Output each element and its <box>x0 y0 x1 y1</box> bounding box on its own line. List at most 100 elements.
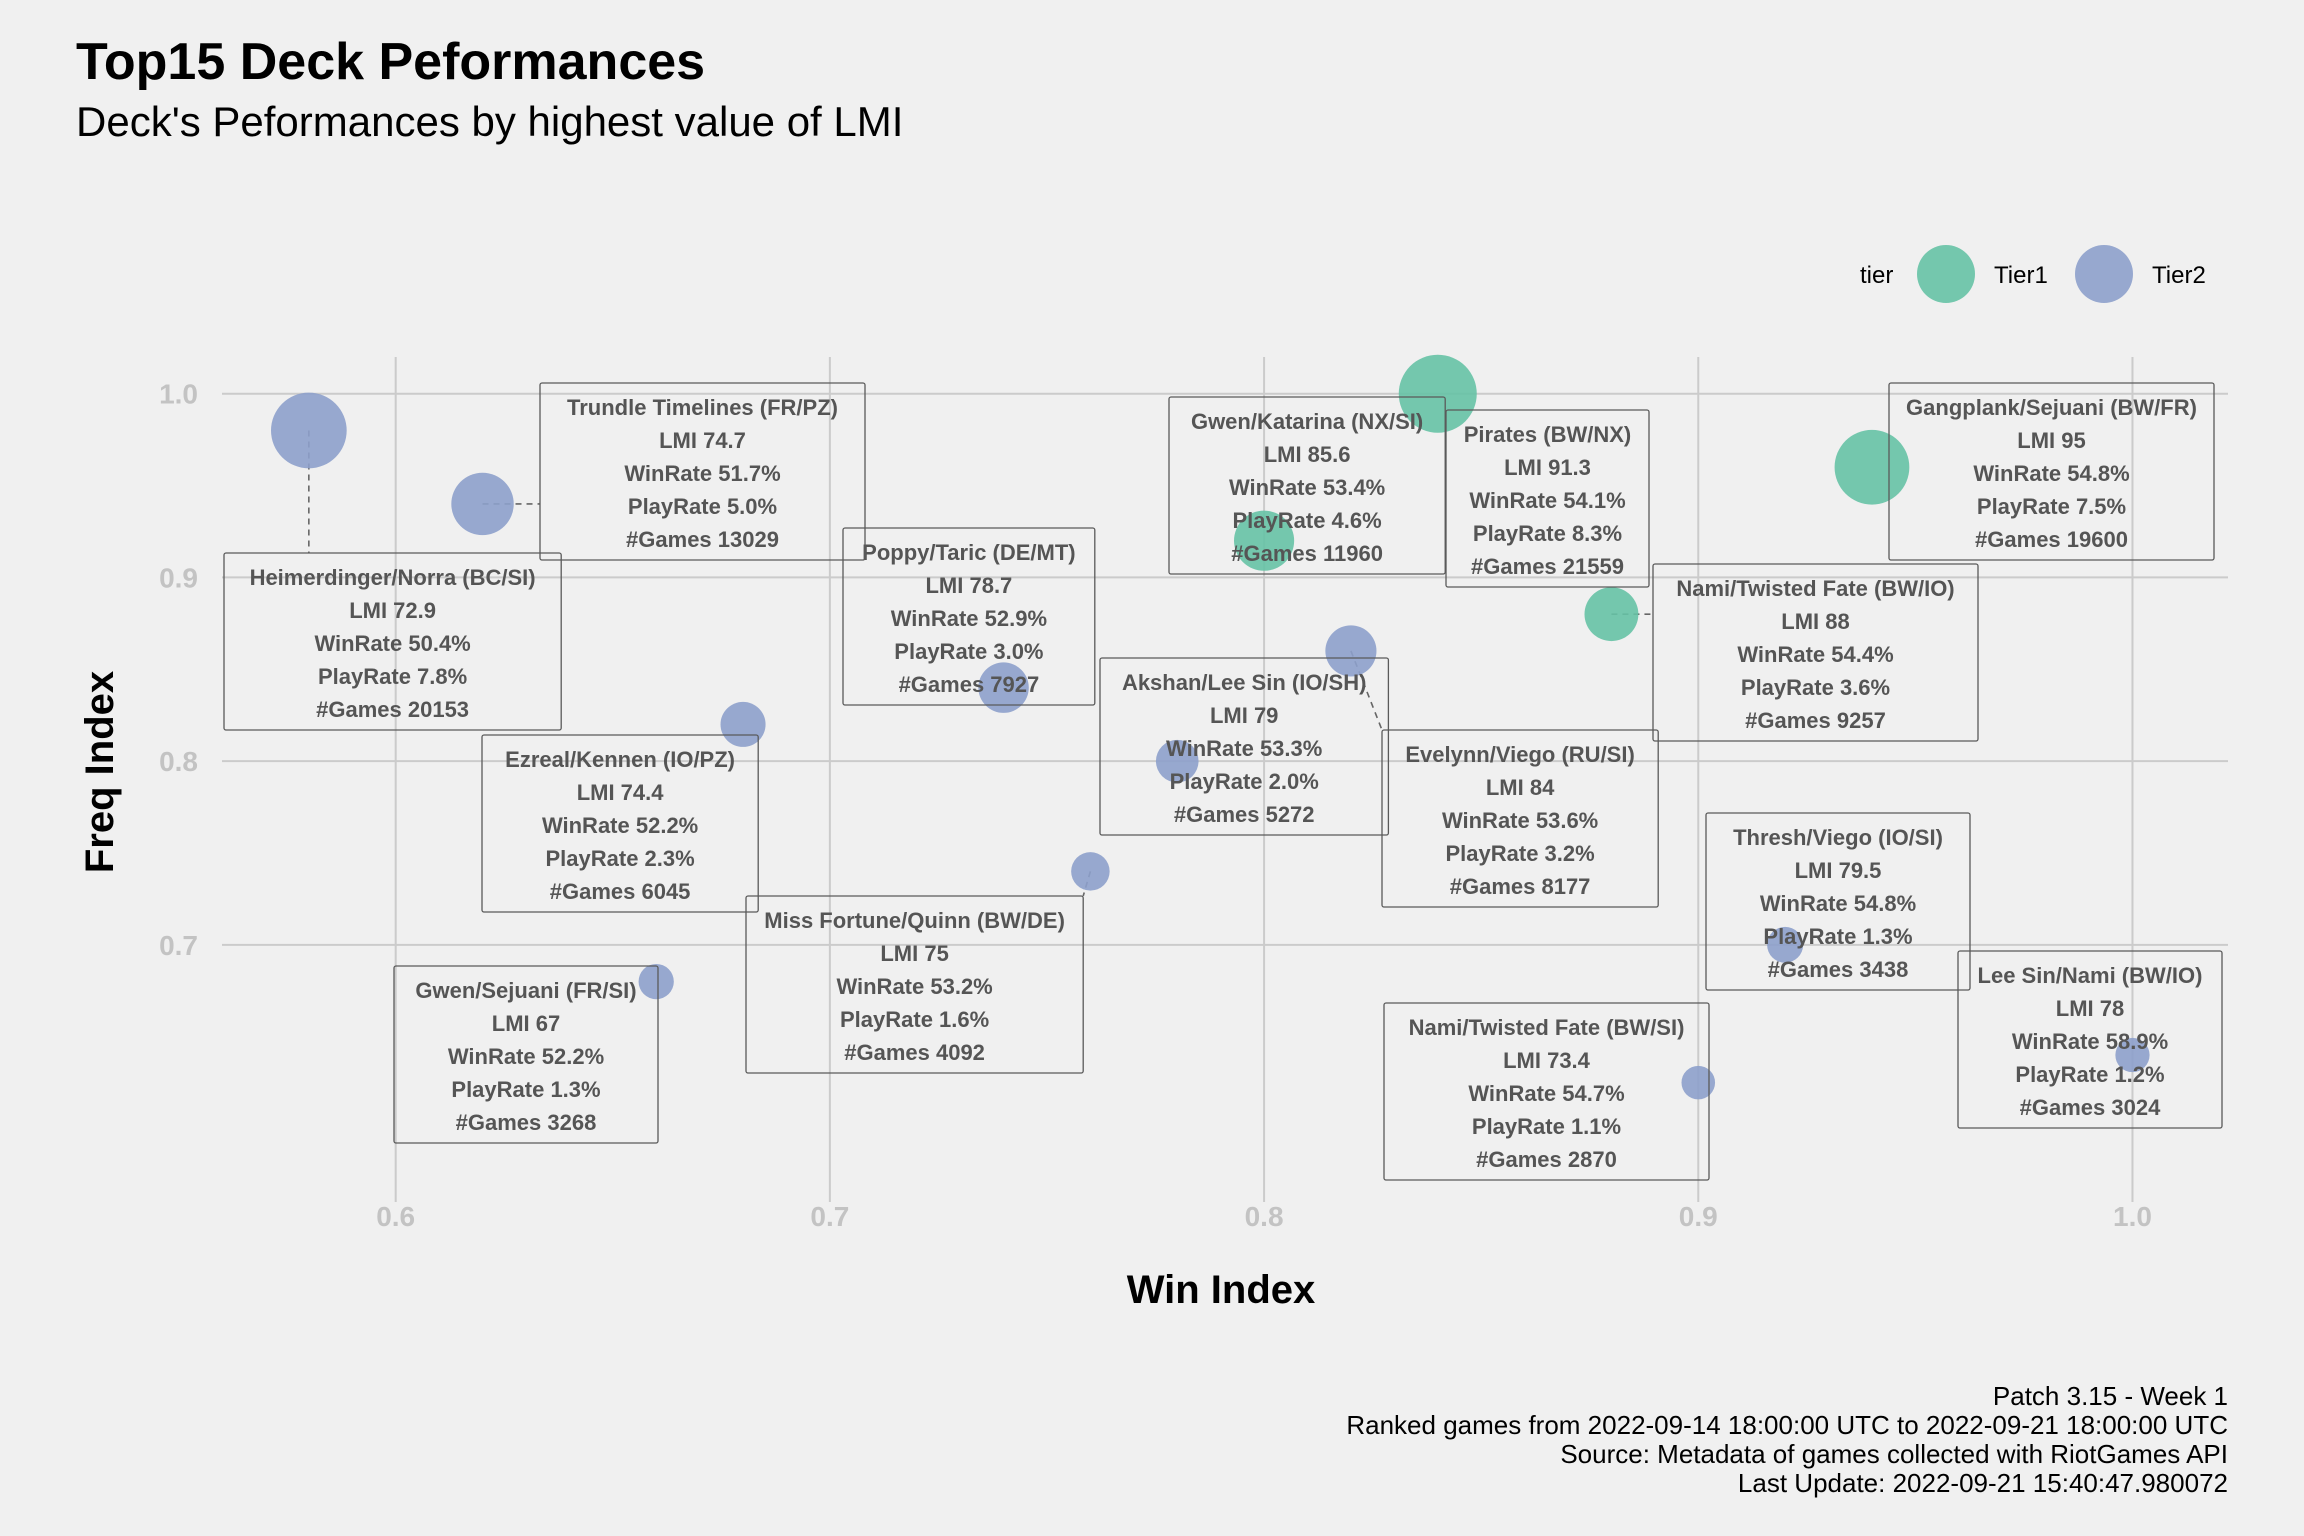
label-line: WinRate 54.7% <box>1468 1081 1624 1106</box>
label-line: #Games 19600 <box>1975 527 2128 552</box>
x-axis-label: Win Index <box>1127 1268 1316 1312</box>
point-label: Akshan/Lee Sin (IO/SH) LMI 79 WinRate 53.3… <box>1099 657 1390 836</box>
label-line: LMI 78 <box>2056 996 2124 1021</box>
label-line: WinRate 54.1% <box>1469 488 1625 513</box>
label-line: PlayRate 7.5% <box>1977 494 2126 519</box>
label-line: Evelynn/Viego (RU/SI) <box>1405 742 1634 767</box>
label-line: LMI 74.4 <box>577 780 665 805</box>
label-line: Heimerdinger/Norra (BC/SI) <box>250 565 536 590</box>
caption-line: Patch 3.15 - Week 1 <box>1992 1381 2228 1411</box>
label-line: Pirates (BW/NX) <box>1464 422 1631 447</box>
point-label: Gwen/Sejuani (FR/SI) LMI 67 WinRate 52.2% P… <box>393 965 659 1144</box>
label-line: #Games 3268 <box>456 1110 597 1135</box>
point-label: Miss Fortune/Quinn (BW/DE) LMI 75 WinRate … <box>745 895 1084 1074</box>
y-axis-label: Freq Index <box>78 671 122 873</box>
label-line: WinRate 52.2% <box>542 813 698 838</box>
label-line: LMI 75 <box>880 941 948 966</box>
label-line: Nami/Twisted Fate (BW/IO) <box>1676 576 1954 601</box>
data-point <box>1584 587 1639 642</box>
label-line: Lee Sin/Nami (BW/IO) <box>1978 963 2203 988</box>
label-line: WinRate 58.9% <box>2012 1029 2168 1054</box>
label-line: #Games 13029 <box>626 527 779 552</box>
label-line: #Games 20153 <box>316 697 469 722</box>
label-line: LMI 79 <box>1210 703 1278 728</box>
label-line: WinRate 52.9% <box>891 606 1047 631</box>
data-point <box>978 662 1029 713</box>
label-box <box>1705 812 1971 991</box>
label-line: PlayRate 3.6% <box>1741 675 1890 700</box>
label-line: LMI 73.4 <box>1503 1048 1591 1073</box>
label-line: PlayRate 7.8% <box>318 664 467 689</box>
point-label: Nami/Twisted Fate (BW/IO) LMI 88 WinRate 5… <box>1652 563 1979 742</box>
label-line: #Games 7927 <box>899 672 1040 697</box>
caption-line: Source: Metadata of games collected with… <box>1560 1439 2228 1469</box>
label-line: WinRate 53.4% <box>1229 475 1385 500</box>
point-label: Trundle Timelines (FR/PZ) LMI 74.7 WinRate… <box>539 382 866 561</box>
label-line: Gwen/Sejuani (FR/SI) <box>415 978 636 1003</box>
label-box <box>842 527 1096 706</box>
label-box <box>1888 382 2215 561</box>
legend-label-tier2: Tier2 <box>2152 262 2206 289</box>
label-line: Thresh/Viego (IO/SI) <box>1733 825 1943 850</box>
label-line: PlayRate 3.0% <box>894 639 1043 664</box>
caption-line: Last Update: 2022-09-21 15:40:47.980072 <box>1737 1468 2228 1498</box>
point-label: Nami/Twisted Fate (BW/SI) LMI 73.4 WinRate… <box>1383 1002 1710 1181</box>
x-tick-label: 1.0 <box>2113 1201 2152 1232</box>
x-tick-label: 0.7 <box>810 1201 849 1232</box>
label-line: WinRate 51.7% <box>624 461 780 486</box>
label-line: PlayRate 1.3% <box>1763 924 1912 949</box>
label-line: LMI 67 <box>492 1011 560 1036</box>
label-box <box>1099 657 1390 836</box>
label-line: PlayRate 1.6% <box>840 1007 989 1032</box>
label-line: WinRate 53.2% <box>836 974 992 999</box>
label-line: LMI 78.7 <box>925 573 1012 598</box>
point-label: Poppy/Taric (DE/MT) LMI 78.7 WinRate 52.9%… <box>842 527 1096 706</box>
label-line: WinRate 54.8% <box>1973 461 2129 486</box>
point-label: Pirates (BW/NX) LMI 91.3 WinRate 54.1% Play… <box>1445 409 1650 588</box>
data-point <box>1325 625 1377 677</box>
label-line: Trundle Timelines (FR/PZ) <box>567 395 838 420</box>
label-line: LMI 79.5 <box>1795 858 1882 883</box>
data-point <box>271 392 347 469</box>
data-point <box>1071 852 1110 891</box>
y-tick-label: 0.8 <box>159 746 198 777</box>
y-tick-label: 1.0 <box>159 379 198 410</box>
label-line: Miss Fortune/Quinn (BW/DE) <box>764 908 1065 933</box>
x-tick-label: 0.6 <box>376 1201 415 1232</box>
x-tick-label: 0.8 <box>1245 1201 1284 1232</box>
chart-subtitle: Deck's Peformances by highest value of L… <box>76 98 904 145</box>
label-line: LMI 88 <box>1781 609 1849 634</box>
label-line: PlayRate 2.0% <box>1170 769 1319 794</box>
point-label: Gangplank/Sejuani (BW/FR) LMI 95 WinRate 5… <box>1888 382 2215 561</box>
label-box <box>1445 409 1650 588</box>
label-line: LMI 74.7 <box>659 428 746 453</box>
label-box <box>481 734 759 913</box>
y-tick-label: 0.7 <box>159 930 198 961</box>
label-line: WinRate 54.4% <box>1737 642 1893 667</box>
point-labels: Gangplank/Sejuani (BW/FR) LMI 95 WinRate 5… <box>223 382 2223 1181</box>
point-label: Lee Sin/Nami (BW/IO) LMI 78 WinRate 58.9% P… <box>1957 950 2223 1129</box>
legend-label-tier1: Tier1 <box>1994 262 2048 289</box>
label-line: WinRate 53.3% <box>1166 736 1322 761</box>
chart-title: Top15 Deck Peformances <box>76 33 706 91</box>
label-line: #Games 5272 <box>1174 802 1315 827</box>
label-line: #Games 21559 <box>1471 554 1624 579</box>
label-line: PlayRate 4.6% <box>1232 508 1381 533</box>
label-line: #Games 6045 <box>550 879 691 904</box>
label-line: Poppy/Taric (DE/MT) <box>862 540 1076 565</box>
label-line: Akshan/Lee Sin (IO/SH) <box>1122 670 1367 695</box>
label-box <box>539 382 866 561</box>
label-line: PlayRate 3.2% <box>1445 841 1594 866</box>
label-box <box>223 552 562 731</box>
label-line: PlayRate 8.3% <box>1473 521 1622 546</box>
legend-swatch-tier2 <box>2075 245 2133 303</box>
point-label: Ezreal/Kennen (IO/PZ) LMI 74.4 WinRate 52.… <box>481 734 759 913</box>
label-box <box>393 965 659 1144</box>
grid-lines <box>222 357 2228 1202</box>
label-line: WinRate 52.2% <box>448 1044 604 1069</box>
label-line: Gwen/Katarina (NX/SI) <box>1191 409 1423 434</box>
label-line: #Games 4092 <box>844 1040 985 1065</box>
data-point <box>1155 739 1199 783</box>
label-line: #Games 3024 <box>2020 1095 2161 1120</box>
